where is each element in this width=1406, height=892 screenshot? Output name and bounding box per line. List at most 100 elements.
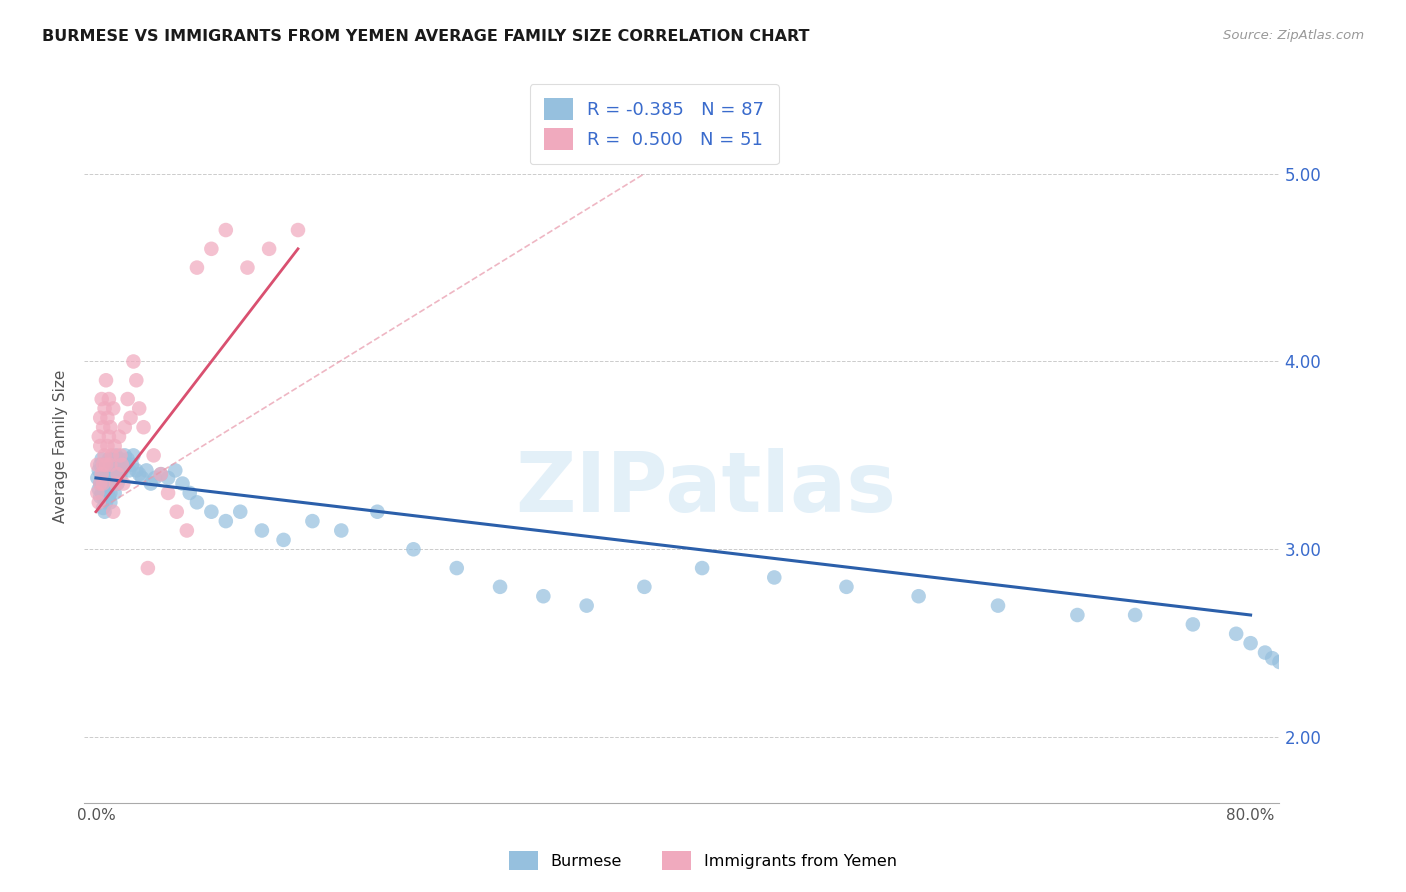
Point	[112, 458, 135, 472]
Point	[103, 505, 125, 519]
Point	[122, 354, 145, 368]
Point	[633, 580, 655, 594]
Point	[101, 471, 124, 485]
Point	[531, 589, 554, 603]
Point	[87, 429, 110, 443]
Point	[690, 561, 713, 575]
Point	[101, 452, 124, 467]
Point	[835, 580, 858, 594]
Point	[101, 449, 124, 463]
Point	[446, 561, 468, 575]
Point	[103, 476, 125, 491]
Point	[287, 223, 309, 237]
Point	[114, 449, 136, 463]
Point	[121, 458, 143, 472]
Point	[128, 401, 150, 416]
Point	[105, 476, 128, 491]
Point	[96, 476, 118, 491]
Point	[1123, 607, 1146, 622]
Legend: Burmese, Immigrants from Yemen: Burmese, Immigrants from Yemen	[503, 845, 903, 877]
Point	[200, 242, 222, 256]
Point	[96, 410, 118, 425]
Point	[179, 486, 201, 500]
Point	[93, 463, 115, 477]
Point	[89, 476, 111, 491]
Point	[1268, 655, 1291, 669]
Point	[125, 463, 148, 477]
Point	[1261, 651, 1284, 665]
Point	[128, 467, 150, 482]
Point	[89, 410, 111, 425]
Point	[402, 542, 425, 557]
Point	[132, 420, 155, 434]
Point	[186, 495, 208, 509]
Point	[98, 495, 121, 509]
Point	[763, 570, 786, 584]
Point	[103, 401, 125, 416]
Point	[165, 463, 187, 477]
Point	[104, 439, 127, 453]
Point	[215, 223, 238, 237]
Point	[104, 486, 127, 500]
Point	[200, 505, 222, 519]
Point	[1225, 627, 1247, 641]
Text: ZIPatlas: ZIPatlas	[516, 449, 896, 529]
Point	[98, 420, 121, 434]
Point	[89, 476, 111, 491]
Point	[94, 495, 117, 509]
Point	[142, 449, 165, 463]
Point	[1254, 646, 1277, 660]
Point	[86, 486, 108, 500]
Point	[107, 463, 129, 477]
Text: Source: ZipAtlas.com: Source: ZipAtlas.com	[1223, 29, 1364, 42]
Point	[149, 467, 172, 482]
Point	[89, 439, 111, 453]
Point	[91, 476, 114, 491]
Point	[236, 260, 259, 275]
Point	[575, 599, 598, 613]
Point	[98, 458, 121, 472]
Point	[907, 589, 929, 603]
Point	[149, 467, 172, 482]
Point	[107, 467, 129, 482]
Point	[250, 524, 273, 538]
Point	[93, 449, 115, 463]
Point	[98, 463, 121, 477]
Point	[93, 505, 115, 519]
Point	[105, 449, 128, 463]
Point	[330, 524, 353, 538]
Point	[93, 482, 115, 496]
Point	[90, 452, 112, 467]
Point	[131, 471, 153, 485]
Point	[89, 490, 111, 504]
Point	[301, 514, 323, 528]
Point	[93, 401, 115, 416]
Point	[117, 392, 139, 406]
Point	[114, 420, 136, 434]
Point	[120, 410, 142, 425]
Point	[115, 458, 138, 472]
Point	[91, 458, 114, 472]
Point	[108, 429, 131, 443]
Point	[366, 505, 388, 519]
Point	[86, 471, 108, 485]
Point	[94, 471, 117, 485]
Point	[489, 580, 512, 594]
Point	[103, 463, 125, 477]
Point	[186, 260, 208, 275]
Point	[1239, 636, 1261, 650]
Point	[1066, 607, 1088, 622]
Point	[110, 471, 132, 485]
Point	[91, 476, 114, 491]
Point	[166, 505, 188, 519]
Y-axis label: Average Family Size: Average Family Size	[53, 369, 69, 523]
Point	[176, 524, 198, 538]
Point	[108, 458, 131, 472]
Point	[112, 476, 135, 491]
Point	[94, 458, 117, 472]
Point	[91, 420, 114, 434]
Point	[273, 533, 295, 547]
Point	[94, 373, 117, 387]
Point	[118, 463, 141, 477]
Point	[135, 463, 157, 477]
